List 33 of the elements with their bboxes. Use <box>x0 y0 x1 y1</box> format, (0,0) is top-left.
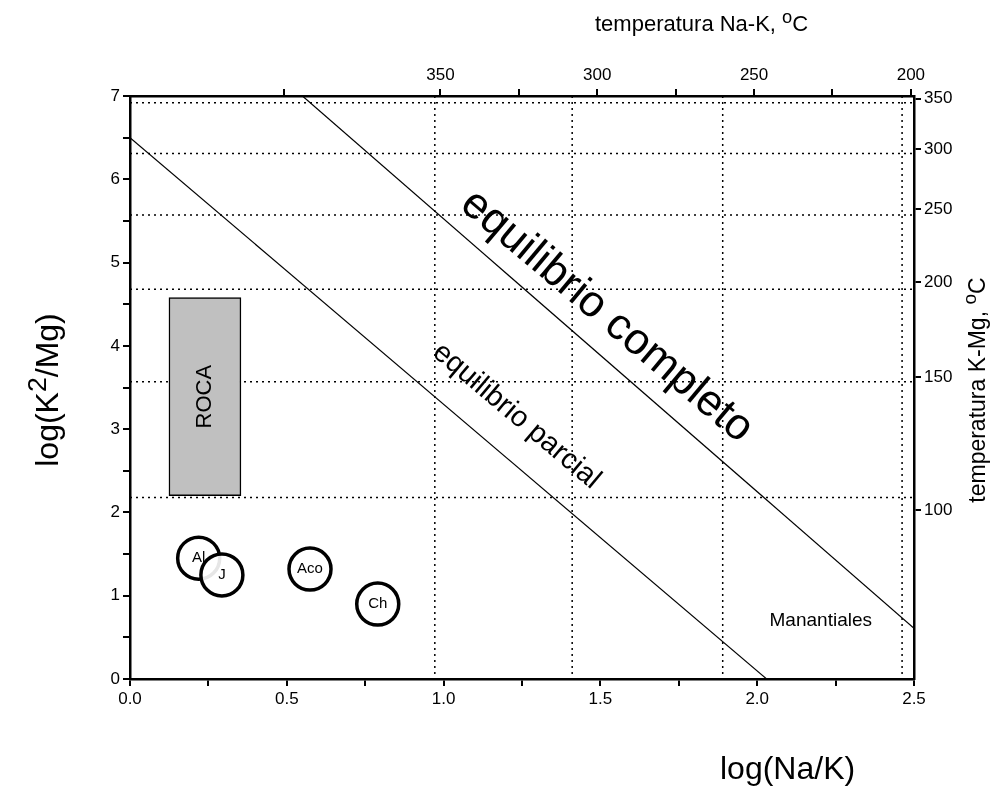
x-axis-title: log(Na/K) <box>720 750 856 787</box>
y2-tick-label: 100 <box>924 499 953 519</box>
x-tick-label: 2.5 <box>902 688 926 708</box>
x-tick-label: 2.0 <box>745 688 770 708</box>
x-tick-label: 0.5 <box>274 688 299 708</box>
y-tick-label: 5 <box>110 252 120 272</box>
series-label: ROCA <box>191 364 217 429</box>
y2-tick-label: 200 <box>924 272 953 292</box>
x-tick-label: 1.0 <box>431 688 456 708</box>
annotation: J <box>218 565 226 583</box>
y2-tick-label: 300 <box>924 138 953 158</box>
point <box>354 581 401 627</box>
y2-tick-label: 250 <box>924 198 953 218</box>
x2-axis-title: temperatura Na-K, $^{o}$C <box>595 6 809 38</box>
y-tick-label: 1 <box>110 585 120 605</box>
annotation: Ch <box>368 594 388 612</box>
annotation: Aco <box>297 559 323 577</box>
x2-tick-label: 350 <box>426 65 455 85</box>
y-tick-label: 7 <box>110 85 120 105</box>
x2-tick-label: 200 <box>896 65 926 85</box>
y-tick-label: 2 <box>110 502 120 522</box>
x2-tick-label: 250 <box>739 65 769 85</box>
y-tick-label: 3 <box>110 418 120 438</box>
y-tick-label: 0 <box>110 668 120 688</box>
x2-tick-label: 300 <box>583 65 612 85</box>
text: Manantiales <box>769 609 872 631</box>
y-tick-label: 4 <box>110 335 120 355</box>
y-tick-label: 6 <box>110 168 120 188</box>
x-tick-label: 0.0 <box>118 688 142 708</box>
y2-tick-label: 350 <box>924 88 953 108</box>
y2-tick-label: 150 <box>924 366 953 386</box>
x-tick-label: 1.5 <box>588 688 613 708</box>
annotation: Al <box>192 548 206 566</box>
